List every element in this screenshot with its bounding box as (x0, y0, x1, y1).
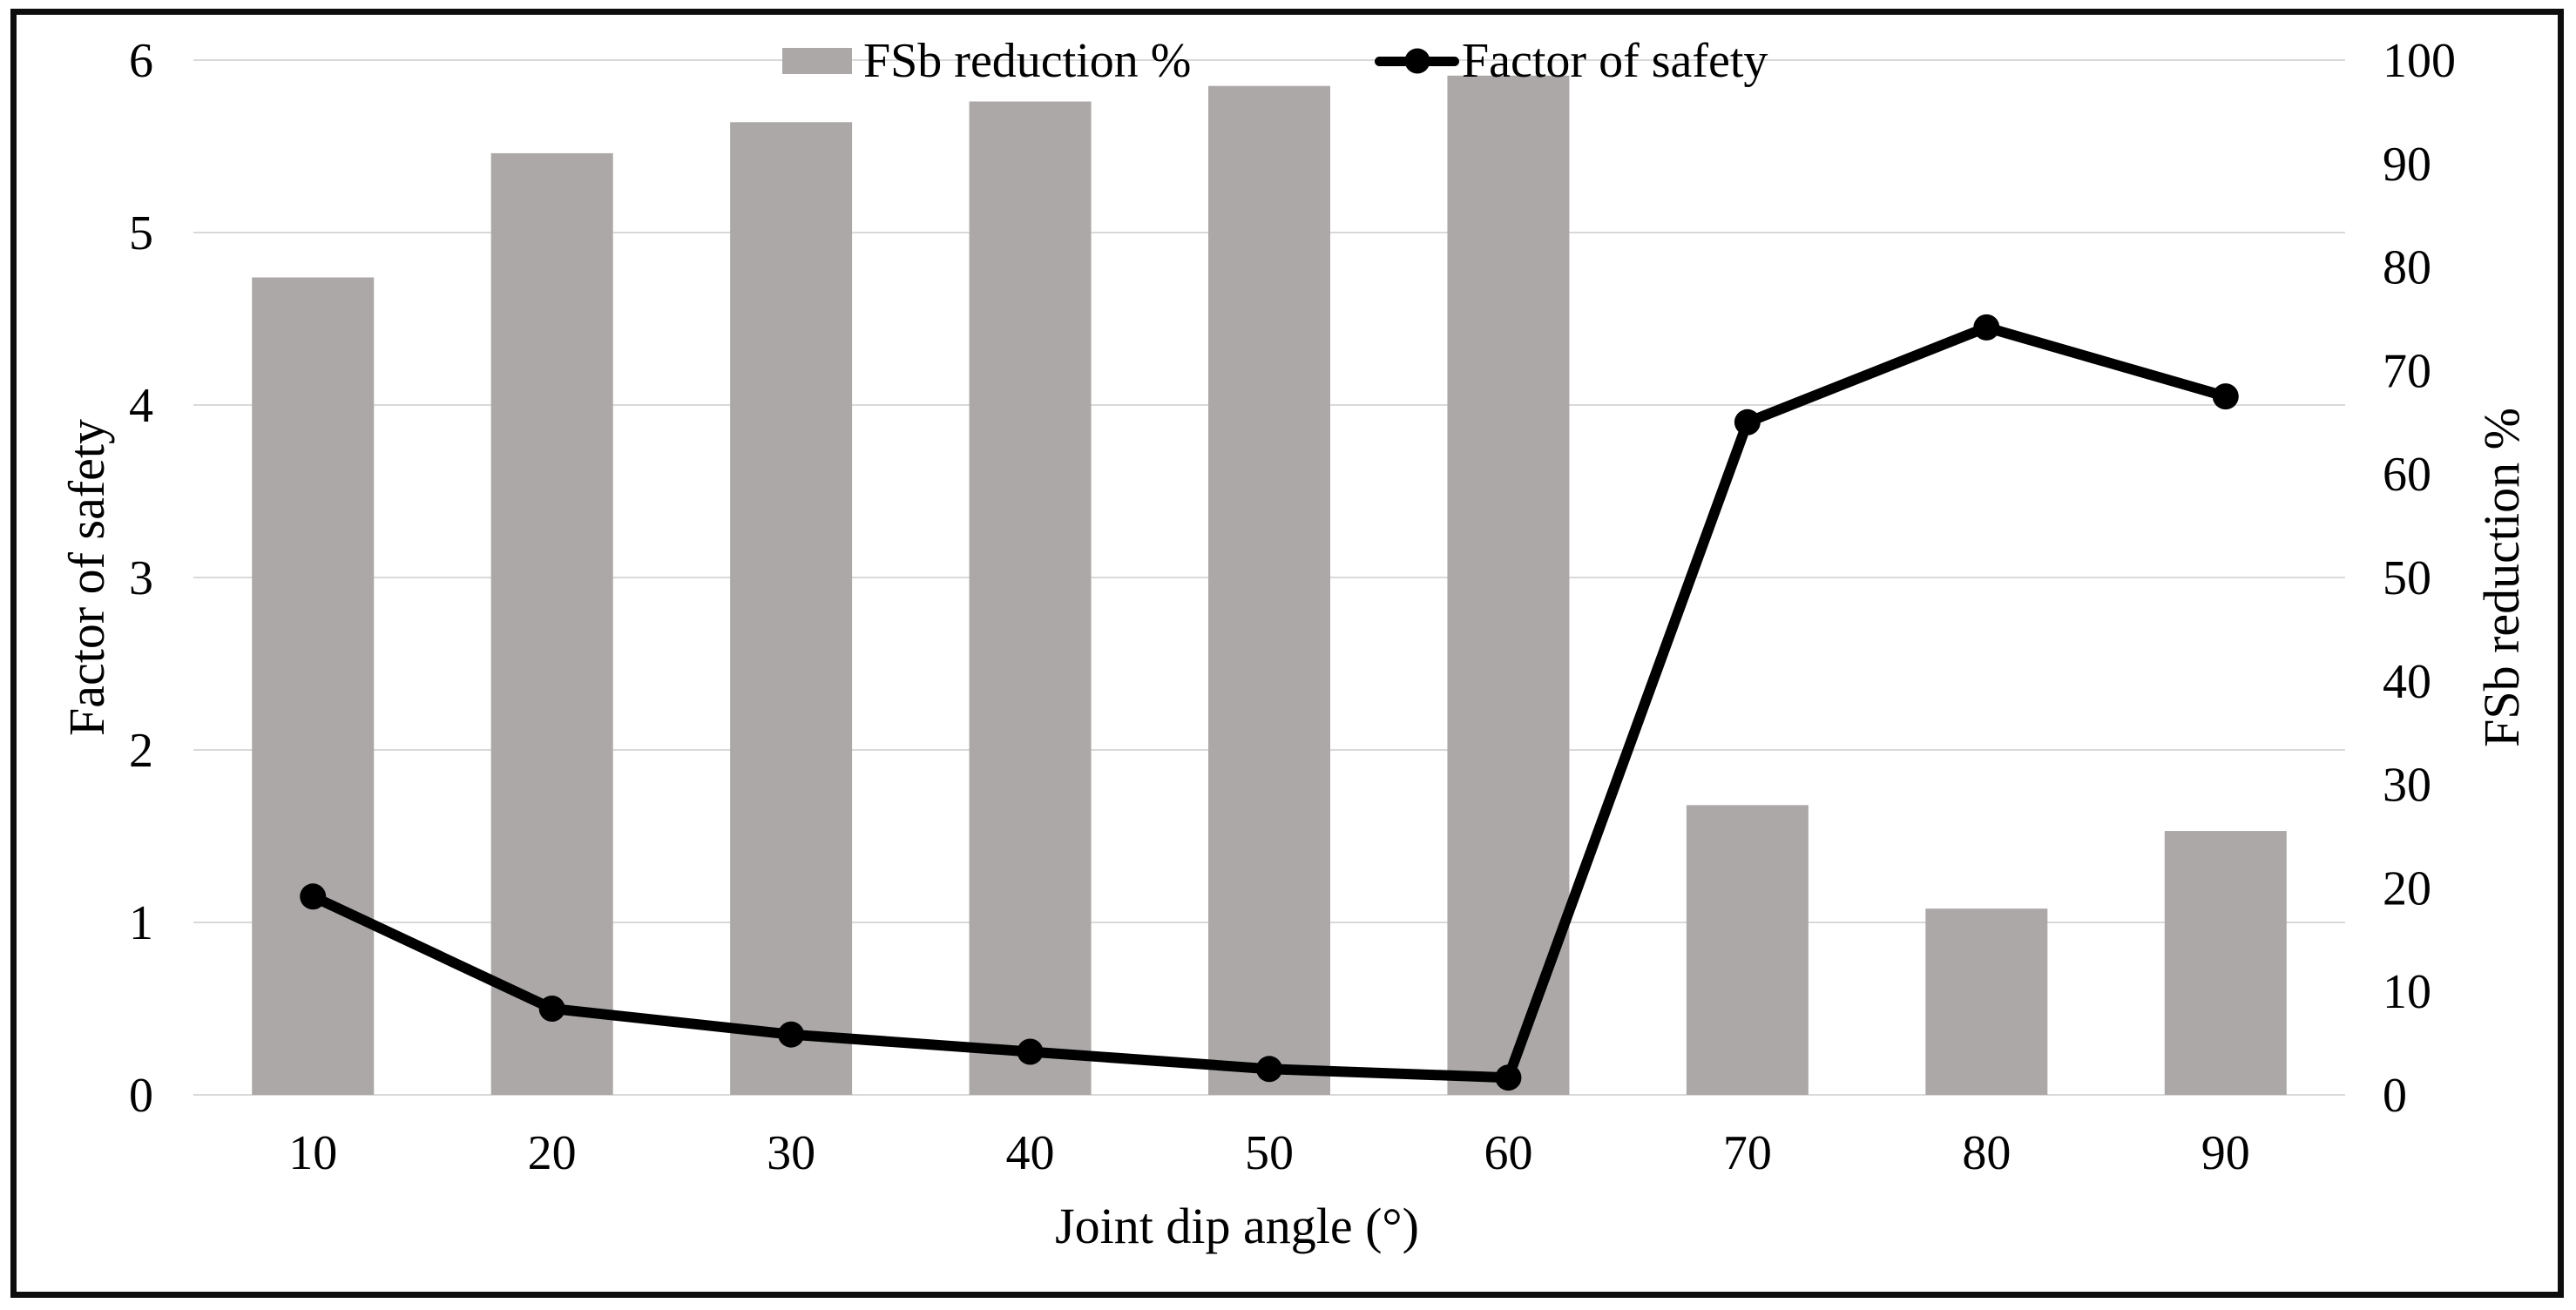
x-axis-tick: 60 (1484, 1126, 1532, 1180)
right-axis-tick: 0 (2383, 1069, 2407, 1123)
x-axis-tick: 20 (528, 1126, 577, 1180)
bar (1447, 75, 1570, 1096)
line-marker (2212, 383, 2239, 410)
x-axis-tick: 70 (1723, 1126, 1772, 1180)
bar (490, 152, 613, 1095)
x-axis-tick: 50 (1245, 1126, 1294, 1180)
right-axis-tick: 60 (2383, 448, 2431, 502)
right-axis-tick: 50 (2383, 551, 2431, 605)
right-axis-title: FSb reduction % (2473, 408, 2530, 747)
x-axis-title: Joint dip angle (°) (1055, 1198, 1419, 1254)
bar (1925, 908, 2048, 1095)
x-axis-tick: 10 (288, 1126, 337, 1180)
left-axis-title: Factor of safety (58, 419, 115, 736)
right-axis-tick: 80 (2383, 241, 2431, 295)
bar (969, 101, 1092, 1095)
right-axis-tick: 100 (2383, 34, 2456, 88)
line-marker (300, 883, 327, 910)
right-axis-tick: 90 (2383, 138, 2431, 192)
left-axis-tick: 0 (129, 1069, 153, 1123)
left-axis-tick: 6 (129, 34, 153, 88)
right-axis-tick: 30 (2383, 759, 2431, 813)
line-marker (1973, 314, 2000, 341)
bar (2164, 831, 2287, 1095)
x-axis-tick: 40 (1006, 1126, 1055, 1180)
left-axis-tick: 1 (129, 896, 153, 950)
line-marker (1017, 1038, 1044, 1065)
right-axis-tick: 70 (2383, 344, 2431, 398)
x-axis-tick: 30 (767, 1126, 815, 1180)
bar (1686, 805, 1809, 1095)
right-axis-tick: 10 (2383, 965, 2431, 1019)
line-marker (1495, 1064, 1522, 1091)
bar (1208, 85, 1330, 1096)
left-axis-tick: 3 (129, 551, 153, 605)
line-marker (538, 996, 565, 1022)
right-axis-tick: 20 (2383, 861, 2431, 915)
line-marker (778, 1021, 805, 1048)
right-axis-tick: 40 (2383, 655, 2431, 709)
line-marker (1734, 409, 1761, 436)
bar (252, 277, 375, 1096)
x-axis-tick: 90 (2201, 1126, 2250, 1180)
left-axis-tick: 4 (129, 379, 153, 433)
line-marker (1256, 1056, 1282, 1083)
x-axis-tick: 80 (1962, 1126, 2011, 1180)
left-axis-tick: 2 (129, 724, 153, 778)
left-axis-tick: 5 (129, 206, 153, 260)
bar (730, 122, 853, 1095)
